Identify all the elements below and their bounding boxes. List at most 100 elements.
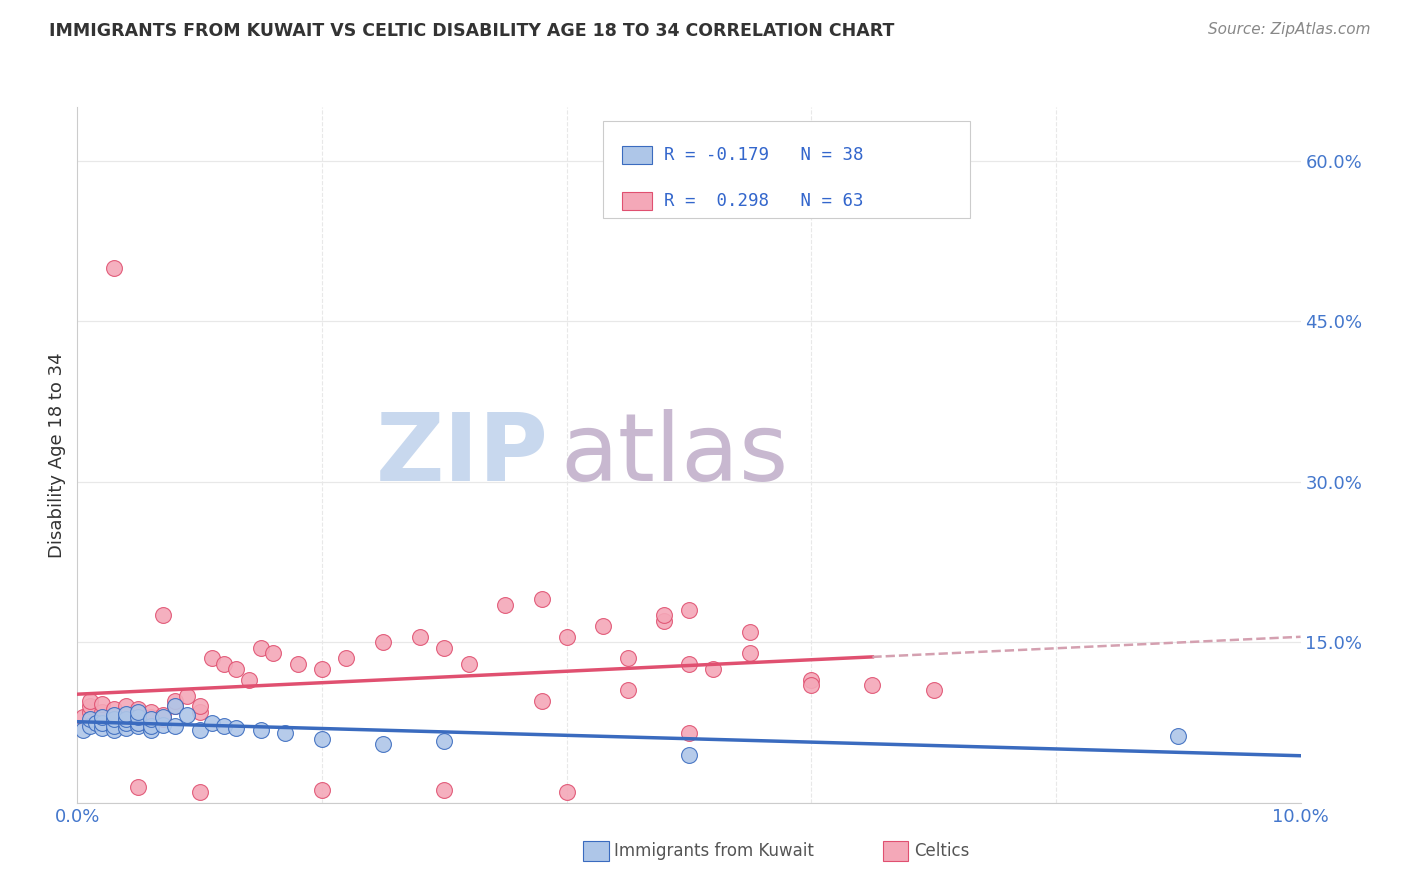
Point — [139, 723, 162, 737]
Point — [90, 710, 112, 724]
Point — [188, 699, 211, 714]
Point — [678, 726, 700, 740]
Point — [311, 783, 333, 797]
Point — [678, 657, 700, 671]
Point — [274, 726, 297, 740]
Point — [103, 701, 125, 715]
FancyBboxPatch shape — [621, 192, 652, 210]
Point — [740, 646, 762, 660]
Point — [371, 635, 394, 649]
Point — [201, 715, 224, 730]
Point — [79, 699, 101, 714]
Point — [287, 657, 309, 671]
Point — [72, 723, 94, 737]
Point — [212, 719, 235, 733]
Point — [152, 717, 174, 731]
Text: R = -0.179   N = 38: R = -0.179 N = 38 — [665, 146, 863, 164]
Point — [800, 678, 823, 692]
Point — [139, 719, 162, 733]
Point — [225, 721, 247, 735]
Point — [128, 719, 150, 733]
Point — [800, 673, 823, 687]
FancyBboxPatch shape — [603, 121, 970, 219]
Point — [409, 630, 432, 644]
Point — [103, 712, 125, 726]
Point — [152, 710, 174, 724]
Point — [555, 785, 578, 799]
Point — [79, 694, 101, 708]
Text: Immigrants from Kuwait: Immigrants from Kuwait — [614, 842, 814, 860]
Text: R =  0.298   N = 63: R = 0.298 N = 63 — [665, 192, 863, 210]
Point — [128, 715, 150, 730]
Point — [740, 624, 762, 639]
Point — [1167, 730, 1189, 744]
Point — [617, 651, 640, 665]
Point — [165, 699, 187, 714]
Point — [90, 712, 112, 726]
Point — [128, 710, 150, 724]
Point — [84, 715, 107, 730]
Point — [176, 708, 198, 723]
Point — [433, 733, 456, 747]
Point — [238, 673, 260, 687]
Point — [72, 710, 94, 724]
Point — [250, 640, 273, 655]
Point — [115, 699, 138, 714]
Point — [212, 657, 235, 671]
Point — [90, 715, 112, 730]
Point — [922, 683, 945, 698]
Text: Celtics: Celtics — [914, 842, 969, 860]
Point — [152, 708, 174, 723]
Point — [335, 651, 357, 665]
Point — [103, 719, 125, 733]
Point — [654, 608, 676, 623]
Point — [678, 603, 700, 617]
Point — [555, 630, 578, 644]
Point — [250, 723, 273, 737]
Point — [152, 608, 174, 623]
Point — [702, 662, 724, 676]
Point — [90, 705, 112, 719]
Point — [188, 785, 211, 799]
Point — [115, 712, 138, 726]
Point — [128, 701, 150, 715]
Point — [433, 640, 456, 655]
Point — [176, 689, 198, 703]
Point — [115, 706, 138, 721]
Point — [201, 651, 224, 665]
Point — [128, 715, 150, 730]
Point — [862, 678, 884, 692]
Text: atlas: atlas — [561, 409, 789, 501]
Text: ZIP: ZIP — [375, 409, 548, 501]
Point — [311, 662, 333, 676]
Point — [165, 694, 187, 708]
Point — [103, 723, 125, 737]
Point — [128, 780, 150, 794]
Point — [678, 747, 700, 762]
Point — [531, 694, 554, 708]
Point — [617, 683, 640, 698]
Point — [495, 598, 517, 612]
Point — [90, 698, 112, 712]
Y-axis label: Disability Age 18 to 34: Disability Age 18 to 34 — [48, 352, 66, 558]
Point — [225, 662, 247, 676]
Point — [165, 719, 187, 733]
Point — [103, 710, 125, 724]
Point — [139, 712, 162, 726]
Point — [115, 721, 138, 735]
Point — [90, 721, 112, 735]
Point — [139, 710, 162, 724]
Point — [188, 705, 211, 719]
Point — [152, 712, 174, 726]
Point — [128, 710, 150, 724]
Point — [592, 619, 614, 633]
Point — [103, 260, 125, 275]
Point — [115, 712, 138, 726]
Point — [139, 705, 162, 719]
Point — [165, 699, 187, 714]
Point — [79, 705, 101, 719]
Point — [457, 657, 479, 671]
Point — [79, 712, 101, 726]
Point — [371, 737, 394, 751]
Point — [115, 715, 138, 730]
